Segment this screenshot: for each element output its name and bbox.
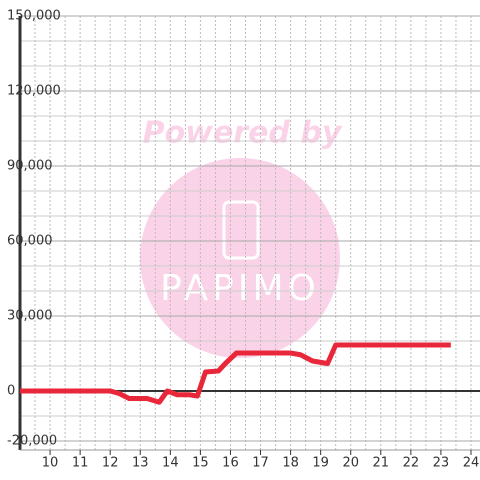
y-tick-label: 0 — [7, 384, 15, 399]
x-tick-label: 22 — [403, 456, 420, 471]
x-tick-label: 12 — [102, 456, 119, 471]
x-tick-label: 19 — [312, 456, 329, 471]
y-tick-label: 150,000 — [7, 9, 61, 24]
watermark-phone — [222, 200, 260, 260]
x-tick-label: 17 — [252, 456, 269, 471]
data-line — [20, 342, 451, 405]
x-tick-label: 20 — [342, 456, 359, 471]
x-tick-label: 21 — [373, 456, 390, 471]
x-tick-label: 15 — [192, 456, 209, 471]
x-tick-label: 16 — [222, 456, 239, 471]
y-tick-label: -20,000 — [7, 434, 57, 449]
watermark-logo: PAPIMO — [160, 268, 320, 309]
x-tick-label: 23 — [433, 456, 450, 471]
x-tick-label: 13 — [132, 456, 149, 471]
watermark-text: Powered by — [143, 116, 343, 151]
watermark: Powered by PAPIMO — [140, 116, 343, 358]
y-tick-label: 90,000 — [7, 159, 53, 174]
x-tick-label: 14 — [162, 456, 179, 471]
y-tick-label: 120,000 — [7, 84, 61, 99]
x-tick-label: 18 — [282, 456, 299, 471]
y-tick-label: 30,000 — [7, 309, 53, 324]
x-tick-label: 10 — [42, 456, 59, 471]
x-tick-label: 24 — [463, 456, 480, 471]
x-tick-label: 11 — [72, 456, 89, 471]
y-tick-label: 60,000 — [7, 234, 53, 249]
